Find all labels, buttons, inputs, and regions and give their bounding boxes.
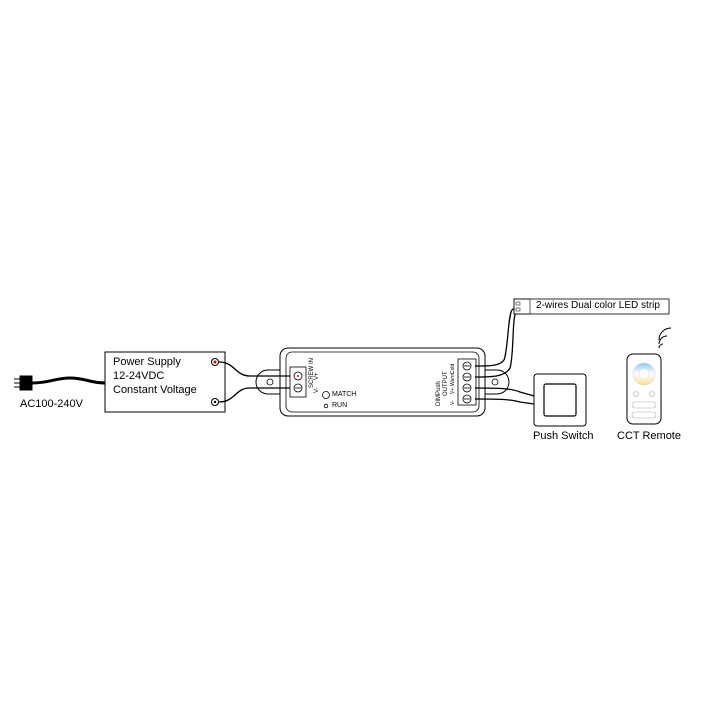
match-label: MATCH	[332, 391, 356, 398]
output-label: OUTPUT	[443, 371, 449, 396]
ac-input-label: AC100-240V	[20, 398, 83, 410]
psu-label-2: 12-24VDC	[113, 370, 164, 382]
cct-remote-label: CCT Remote	[617, 430, 681, 442]
controller-to-switch-wires	[475, 388, 534, 404]
vminus-label: V-	[314, 387, 320, 393]
vplus-out-label: V+	[450, 388, 456, 394]
controller-unit	[256, 348, 509, 416]
dim-label: DIM.	[436, 393, 442, 406]
controller-to-strip-wires	[475, 307, 520, 377]
psu-label-1: Power Supply	[113, 356, 181, 368]
led-strip-label: 2-wires Dual color LED strip	[536, 300, 660, 311]
psu-label-3: Constant Voltage	[113, 384, 197, 396]
push-switch-label: Push Switch	[533, 430, 594, 442]
run-label: RUN	[332, 402, 347, 409]
warm-label: Warm	[450, 373, 456, 386]
psu-output-wires	[219, 362, 290, 402]
push-switch	[534, 374, 586, 426]
vplus-label: V+	[314, 372, 320, 380]
vminus-out-label: V-	[450, 400, 456, 405]
cct-remote	[627, 328, 671, 424]
ac-plug	[14, 376, 105, 390]
